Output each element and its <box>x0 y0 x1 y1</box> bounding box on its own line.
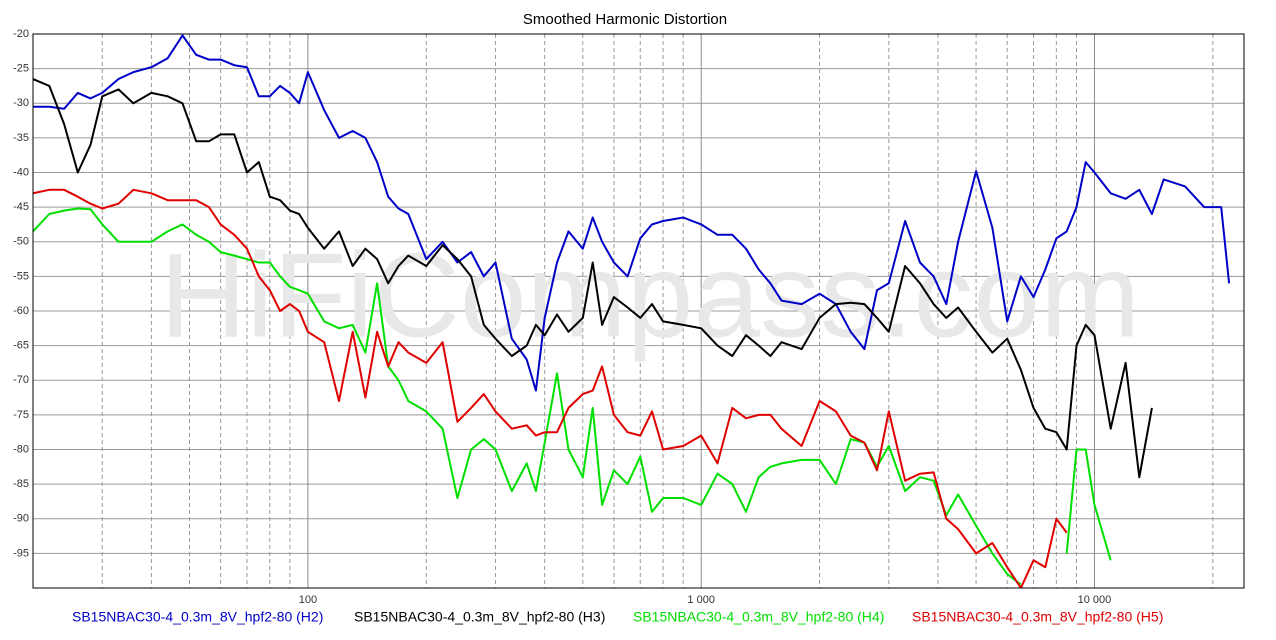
x-tick-label: 10 000 <box>1078 594 1112 606</box>
series-line <box>33 188 1068 588</box>
plot-frame <box>32 33 1245 589</box>
y-tick-label: -45 <box>13 201 29 213</box>
x-tick-label: 100 <box>299 594 317 606</box>
y-tick-label: -65 <box>13 340 29 352</box>
y-tick-label: -30 <box>13 97 29 109</box>
y-tick-label: -25 <box>13 63 29 75</box>
legend-entry: SB15NBAC30-4_0.3m_8V_hpf2-80 (H3) <box>354 609 605 625</box>
y-tick-label: -35 <box>13 132 29 144</box>
grid <box>32 33 1244 588</box>
series-line <box>33 207 1112 586</box>
y-tick-label: -70 <box>13 374 29 386</box>
y-tick-label: -50 <box>13 236 29 248</box>
series-line <box>33 34 1231 392</box>
plot-lines <box>33 34 1231 588</box>
y-tick-label: -85 <box>13 478 29 490</box>
y-tick-label: -75 <box>13 409 29 421</box>
y-tick-label: -60 <box>13 305 29 317</box>
legend-entry: SB15NBAC30-4_0.3m_8V_hpf2-80 (H5) <box>912 609 1163 625</box>
y-tick-label: -20 <box>13 28 29 40</box>
y-tick-label: -55 <box>13 270 29 282</box>
x-tick-label: 1 000 <box>687 594 715 606</box>
y-tick-label: -90 <box>13 513 29 525</box>
labels: -20 -25 -30 -35 -40 -45 -50 -55 -60 -65 -70 -75 -80 -… <box>13 28 1163 625</box>
legend-entry: SB15NBAC30-4_0.3m_8V_hpf2-80 (H2) <box>72 609 323 625</box>
y-tick-label: -40 <box>13 166 29 178</box>
y-tick-label: -80 <box>13 443 29 455</box>
watermark: HiFiCompass.com <box>160 229 1140 363</box>
y-tick-label: -95 <box>13 547 29 559</box>
chart-title: Smoothed Harmonic Distortion <box>523 11 727 28</box>
series-line <box>33 78 1153 479</box>
legend-entry: SB15NBAC30-4_0.3m_8V_hpf2-80 (H4) <box>633 609 884 625</box>
